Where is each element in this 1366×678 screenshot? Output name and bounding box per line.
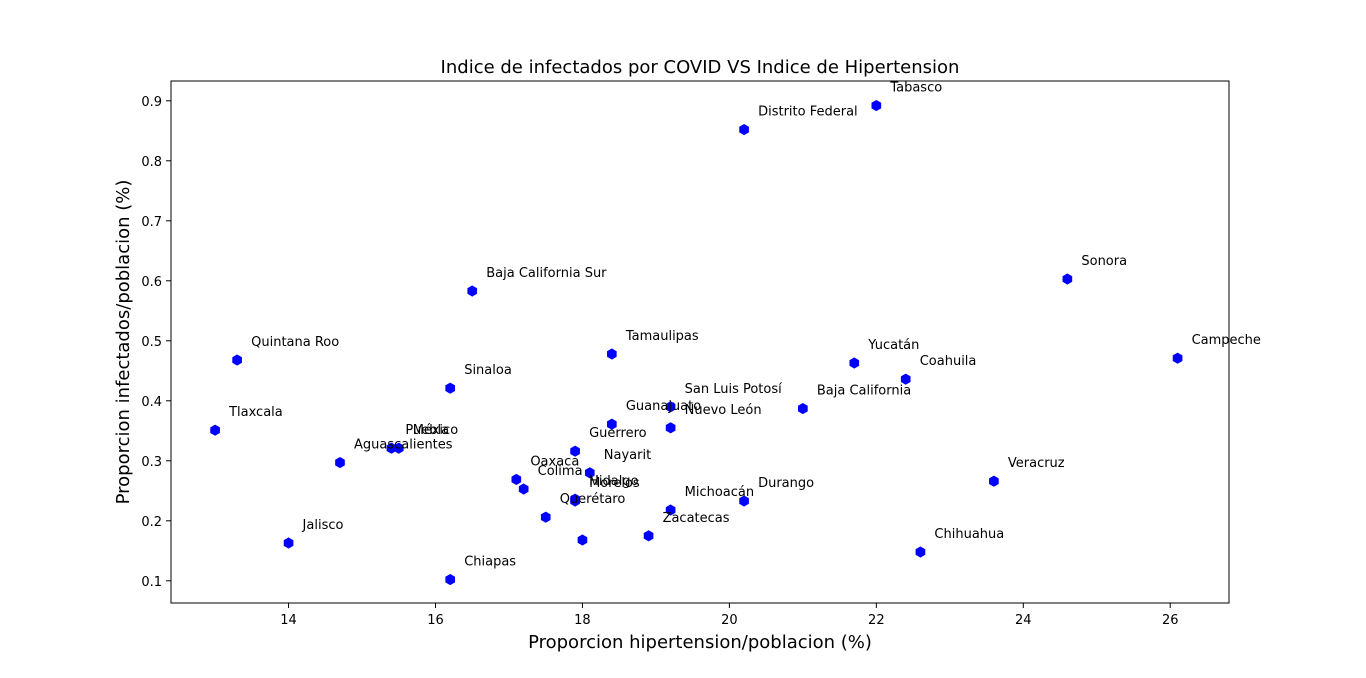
data-point <box>900 373 911 385</box>
x-tick-label: 20 <box>721 613 738 628</box>
plot-frame <box>170 80 1230 604</box>
data-point <box>570 495 580 507</box>
data-point <box>989 475 999 487</box>
data-point <box>915 546 926 558</box>
data-point <box>518 483 529 495</box>
x-tick-label: 26 <box>1162 613 1179 628</box>
point-label: Sinaloa <box>464 363 512 378</box>
point-label: Chihuahua <box>934 527 1004 542</box>
plot-area: 14 16 18 20 22 24 26 0.1 0.2 0.3 0.4 0.5 0.6 0.7 0.8 0.… <box>141 80 1261 628</box>
data-point <box>540 511 551 523</box>
y-tick-label: 0.2 <box>141 515 162 530</box>
chart-title: Indice de infectados por COVID VS Indice… <box>441 57 960 78</box>
point-label: Veracruz <box>1008 456 1065 471</box>
point-label: Nayarit <box>604 448 651 463</box>
point-label: Colima <box>538 464 583 479</box>
x-tick-label: 14 <box>280 613 297 628</box>
y-tick-label: 0.1 <box>141 575 162 590</box>
y-tick-label: 0.6 <box>141 275 162 290</box>
data-point <box>665 504 676 516</box>
x-tick-label: 16 <box>427 613 444 628</box>
x-tick-label: 18 <box>574 613 591 628</box>
y-tick-label: 0.7 <box>141 215 162 230</box>
point-label: San Luis Potosí <box>685 382 783 397</box>
data-point <box>511 473 522 485</box>
point-label: Tabasco <box>889 81 942 96</box>
point-label: Durango <box>758 476 814 491</box>
data-point <box>871 100 882 112</box>
data-point <box>570 445 580 457</box>
point-label: Zacatecas <box>663 511 730 526</box>
point-label: Yucatán <box>867 338 919 353</box>
point-label: Hidalgo <box>589 474 638 489</box>
point-label: Guerrero <box>589 426 647 441</box>
point-label: Michoacán <box>685 485 755 500</box>
x-tick-label: 24 <box>1015 613 1032 628</box>
data-point <box>665 401 676 413</box>
data-point <box>445 574 456 586</box>
point-label: Baja California Sur <box>486 266 607 281</box>
point-label: Campeche <box>1192 333 1261 348</box>
point-label: Guanajuato <box>626 399 701 414</box>
data-point <box>607 348 617 360</box>
point-label: Coahuila <box>920 354 977 369</box>
data-point <box>739 124 749 136</box>
data-point <box>393 442 404 454</box>
point-label: Distrito Federal <box>758 105 858 120</box>
point-label: Sonora <box>1081 254 1127 269</box>
x-axis-label: Proporcion hipertension/poblacion (%) <box>528 632 872 653</box>
data-point <box>577 534 588 546</box>
data-point <box>467 285 478 297</box>
data-point <box>584 467 595 479</box>
point-label: Quintana Roo <box>251 335 339 350</box>
y-axis-label: Proporcion infectados/poblacion (%) <box>113 180 134 505</box>
y-tick-label: 0.8 <box>141 155 162 170</box>
data-point <box>1172 352 1183 364</box>
data-point <box>232 354 242 366</box>
point-label: Aguascalientes <box>354 438 453 453</box>
point-label: Baja California <box>817 384 911 399</box>
point-label: Jalisco <box>302 518 344 533</box>
y-tick-label: 0.5 <box>141 335 162 350</box>
data-point <box>798 403 808 415</box>
point-label: Oaxaca <box>530 454 579 469</box>
data-point <box>1062 273 1073 285</box>
data-point <box>665 422 676 434</box>
x-tick-label: 22 <box>868 613 885 628</box>
point-label: Chiapas <box>464 555 516 570</box>
data-point <box>335 457 345 469</box>
y-tick-label: 0.4 <box>141 395 162 410</box>
data-point <box>739 495 749 507</box>
data-point <box>607 418 617 430</box>
data-point <box>849 357 860 369</box>
point-label: Querétaro <box>560 492 626 507</box>
data-point <box>210 424 220 436</box>
point-label: México <box>413 423 458 438</box>
point-label: Nuevo León <box>685 403 762 418</box>
y-tick-label: 0.9 <box>141 95 162 110</box>
data-point <box>445 382 456 394</box>
data-point <box>643 530 654 542</box>
point-label: Puebla <box>405 423 449 438</box>
point-label: Tamaulipas <box>625 329 699 344</box>
point-label: Morelos <box>589 476 640 491</box>
point-label: Tlaxcala <box>228 405 283 420</box>
y-tick-label: 0.3 <box>141 455 162 470</box>
data-point <box>283 537 294 549</box>
